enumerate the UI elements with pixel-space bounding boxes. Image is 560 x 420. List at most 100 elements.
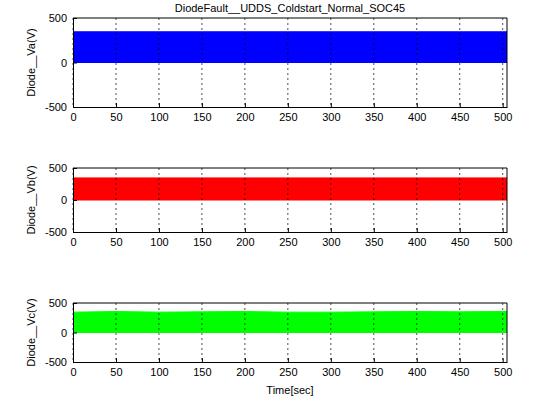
tick-mark	[73, 303, 77, 304]
tick: 300	[322, 103, 340, 123]
tick-mark	[116, 103, 117, 107]
grid-line	[459, 18, 460, 107]
tick-mark	[159, 228, 160, 232]
tick-mark	[417, 358, 418, 362]
tick: 0	[61, 327, 77, 339]
tick-mark	[460, 103, 461, 107]
tick: 50	[110, 358, 122, 378]
tick-label: 150	[193, 236, 211, 248]
tick: 150	[193, 228, 211, 248]
tick: 450	[451, 103, 469, 123]
axis-line	[74, 232, 508, 233]
grid-line	[201, 18, 202, 107]
tick-mark	[288, 103, 289, 107]
data-layer	[73, 32, 507, 63]
tick: 0	[61, 194, 77, 206]
tick-label: -500	[45, 226, 67, 238]
tick-mark	[331, 228, 332, 232]
grid-line	[287, 303, 288, 362]
grid-line	[373, 303, 374, 362]
tick-label: 350	[365, 366, 383, 378]
plot-area	[73, 18, 507, 107]
tick-label: 400	[408, 236, 426, 248]
tick-mark	[116, 358, 117, 362]
grid-line	[244, 168, 245, 232]
tick-label: 50	[110, 366, 122, 378]
tick-label: 250	[279, 111, 297, 123]
tick-label: -500	[45, 356, 67, 368]
tick: -500	[45, 101, 77, 113]
tick: 500	[494, 228, 512, 248]
frame	[73, 168, 507, 169]
tick-label: 500	[49, 12, 67, 24]
tick-mark	[202, 103, 203, 107]
tick-label: 500	[49, 162, 67, 174]
y-axis: -500 0 500	[45, 162, 77, 238]
tick-label: 450	[451, 236, 469, 248]
tick-label: 0	[61, 194, 67, 206]
tick-mark	[245, 103, 246, 107]
tick: 100	[150, 228, 168, 248]
y-axis: -500 0 500	[45, 12, 77, 113]
tick: 400	[408, 358, 426, 378]
tick-label: 0	[70, 366, 76, 378]
tick-label: 400	[408, 366, 426, 378]
tick-mark	[460, 228, 461, 232]
tick-label: 450	[451, 111, 469, 123]
tick-label: 100	[150, 236, 168, 248]
tick-mark	[159, 103, 160, 107]
tick-label: 50	[110, 236, 122, 248]
tick-label: 50	[110, 111, 122, 123]
tick-label: 300	[322, 366, 340, 378]
tick-mark	[202, 358, 203, 362]
tick: 500	[49, 162, 77, 174]
tick-label: 0	[70, 236, 76, 248]
tick-mark	[331, 358, 332, 362]
tick: 200	[236, 228, 254, 248]
tick: 300	[322, 228, 340, 248]
frame	[507, 18, 508, 107]
grid-line	[158, 168, 159, 232]
grid-line	[201, 303, 202, 362]
grid-line	[330, 168, 331, 232]
tick: 200	[236, 103, 254, 123]
tick: 0	[61, 57, 77, 69]
subplot: 050100150200250300350400450500-5000500	[45, 12, 512, 123]
tick-mark	[73, 232, 77, 233]
tick: 150	[193, 358, 211, 378]
tick: 100	[150, 103, 168, 123]
tick: 50	[110, 103, 122, 123]
tick-label: 150	[193, 366, 211, 378]
tick: 500	[494, 103, 512, 123]
tick: 300	[322, 358, 340, 378]
grid-line	[201, 168, 202, 232]
frame	[507, 168, 508, 232]
tick-mark	[245, 228, 246, 232]
frame	[507, 303, 508, 362]
tick-mark	[73, 168, 77, 169]
tick-label: 200	[236, 366, 254, 378]
tick-mark	[503, 358, 504, 362]
grid-line	[416, 18, 417, 107]
tick: 500	[49, 12, 77, 24]
tick-label: 300	[322, 111, 340, 123]
tick-mark	[374, 358, 375, 362]
tick: 400	[408, 103, 426, 123]
tick: 100	[150, 358, 168, 378]
subplot: 050100150200250300350400450500-5000500	[45, 297, 512, 378]
tick-label: 500	[494, 236, 512, 248]
plot-area	[73, 168, 507, 232]
tick-mark	[503, 228, 504, 232]
tick: 50	[110, 228, 122, 248]
tick-mark	[417, 228, 418, 232]
grid-line	[330, 303, 331, 362]
axis-line	[74, 107, 508, 108]
frame	[73, 18, 507, 19]
signal-band	[73, 32, 507, 63]
y-axis-title: Diode__Vc(V)	[25, 298, 37, 366]
tick: 500	[49, 297, 77, 309]
grid-line	[502, 303, 503, 362]
tick-label: -500	[45, 101, 67, 113]
grid-line	[115, 18, 116, 107]
tick: 500	[494, 358, 512, 378]
